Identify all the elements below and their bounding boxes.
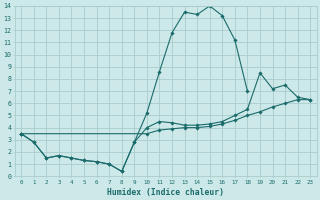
- X-axis label: Humidex (Indice chaleur): Humidex (Indice chaleur): [107, 188, 224, 197]
